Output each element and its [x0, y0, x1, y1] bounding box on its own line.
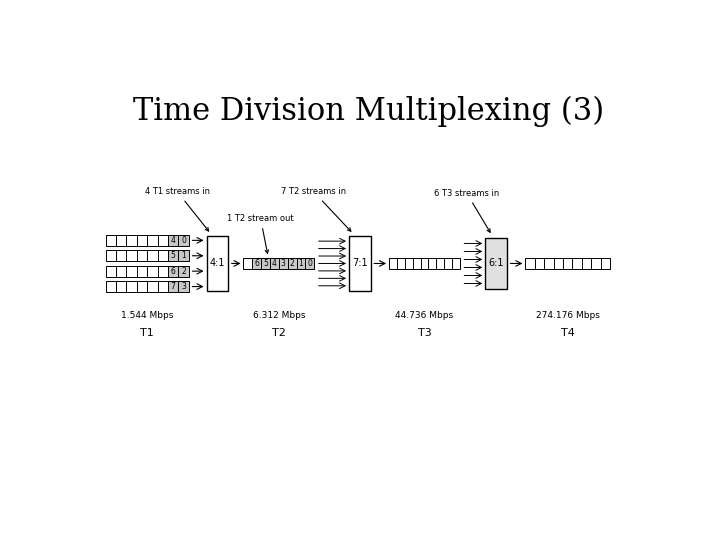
Text: 7: 7	[171, 282, 176, 291]
Bar	[106, 251, 116, 261]
Bar	[158, 281, 168, 292]
Bar	[106, 281, 116, 292]
Text: 0: 0	[307, 259, 312, 268]
Text: 6.312 Mbps: 6.312 Mbps	[253, 312, 305, 320]
Text: T4: T4	[561, 328, 575, 338]
Text: Time Division Multiplexing (3): Time Division Multiplexing (3)	[133, 96, 605, 126]
Bar	[252, 258, 261, 269]
Bar	[436, 258, 444, 269]
Text: T3: T3	[418, 328, 431, 338]
Bar	[572, 258, 582, 269]
Bar	[270, 258, 279, 269]
Bar	[397, 258, 405, 269]
Bar	[148, 235, 158, 246]
Text: 3: 3	[281, 259, 286, 268]
Bar	[158, 266, 168, 276]
Bar	[127, 266, 137, 276]
Bar	[127, 251, 137, 261]
Text: 1.544 Mbps: 1.544 Mbps	[121, 312, 174, 320]
Bar	[137, 281, 148, 292]
Text: 7 T2 streams in: 7 T2 streams in	[281, 187, 351, 231]
Text: 3: 3	[181, 282, 186, 291]
Bar	[179, 251, 189, 261]
Bar	[526, 258, 535, 269]
Bar	[428, 258, 436, 269]
Bar	[288, 258, 297, 269]
Text: 4: 4	[272, 259, 277, 268]
Text: 5: 5	[264, 259, 268, 268]
Text: 0: 0	[181, 236, 186, 245]
Bar	[106, 266, 116, 276]
Bar	[535, 258, 544, 269]
Bar	[349, 236, 371, 291]
Bar	[207, 236, 228, 291]
Text: 5: 5	[171, 251, 176, 260]
Bar	[106, 235, 116, 246]
Bar	[389, 258, 397, 269]
Bar	[554, 258, 563, 269]
Bar	[148, 251, 158, 261]
Bar	[444, 258, 452, 269]
Text: 6:1: 6:1	[488, 259, 504, 268]
Text: 1: 1	[181, 251, 186, 260]
Bar	[485, 238, 507, 289]
Bar	[127, 235, 137, 246]
Bar	[116, 281, 127, 292]
Bar	[168, 266, 179, 276]
Bar	[544, 258, 554, 269]
Bar	[179, 281, 189, 292]
Bar	[116, 251, 127, 261]
Bar	[305, 258, 315, 269]
Bar	[137, 235, 148, 246]
Bar	[137, 251, 148, 261]
Bar	[116, 266, 127, 276]
Text: 6 T3 streams in: 6 T3 streams in	[434, 188, 500, 232]
Bar	[127, 281, 137, 292]
Bar	[420, 258, 428, 269]
Text: T1: T1	[140, 328, 154, 338]
Bar	[243, 258, 252, 269]
Bar	[261, 258, 270, 269]
Bar	[452, 258, 460, 269]
Bar	[148, 266, 158, 276]
Text: 4: 4	[171, 236, 176, 245]
Bar	[168, 235, 179, 246]
Bar	[158, 251, 168, 261]
Text: 7:1: 7:1	[352, 259, 368, 268]
Text: 44.736 Mbps: 44.736 Mbps	[395, 312, 454, 320]
Text: 2: 2	[290, 259, 294, 268]
Bar	[582, 258, 591, 269]
Bar	[591, 258, 600, 269]
Bar	[158, 235, 168, 246]
Bar	[405, 258, 413, 269]
Text: 2: 2	[181, 267, 186, 275]
Text: 274.176 Mbps: 274.176 Mbps	[536, 312, 600, 320]
Bar	[148, 281, 158, 292]
Text: 4:1: 4:1	[210, 259, 225, 268]
Bar	[168, 251, 179, 261]
Bar	[116, 235, 127, 246]
Bar	[279, 258, 288, 269]
Bar	[297, 258, 305, 269]
Text: 6: 6	[171, 267, 176, 275]
Bar	[600, 258, 610, 269]
Bar	[563, 258, 572, 269]
Text: 1: 1	[299, 259, 303, 268]
Bar	[179, 235, 189, 246]
Text: 6: 6	[254, 259, 259, 268]
Bar	[168, 281, 179, 292]
Text: 1 T2 stream out: 1 T2 stream out	[228, 214, 294, 253]
Bar	[179, 266, 189, 276]
Bar	[413, 258, 420, 269]
Bar	[137, 266, 148, 276]
Text: 4 T1 streams in: 4 T1 streams in	[145, 187, 210, 231]
Text: T2: T2	[272, 328, 286, 338]
